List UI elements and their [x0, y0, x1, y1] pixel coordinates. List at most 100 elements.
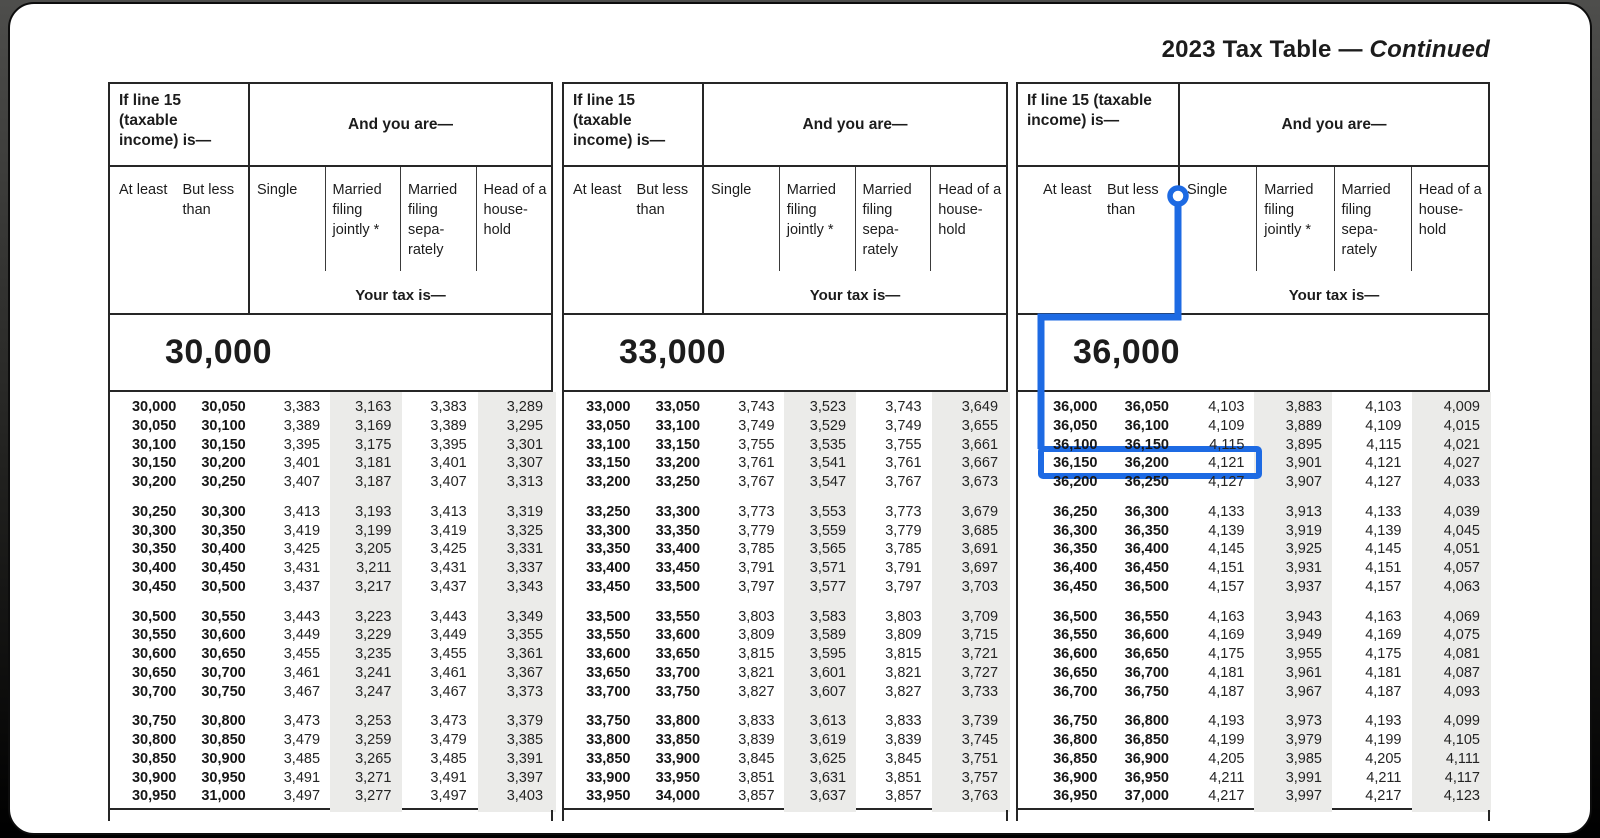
tax-cell: 3,919	[1285, 522, 1322, 539]
tax-cell: 3,743	[738, 399, 775, 415]
tax-cell: 4,163	[1365, 608, 1402, 625]
tax-panel-33000: If line 15 (taxable income) is— And you …	[562, 82, 1010, 812]
tax-cell: 4,009	[1443, 399, 1480, 415]
tax-cell: 36,650	[1124, 646, 1169, 662]
tax-table-row: 30,400 30,450 3,431 3,211 3,431 3,337	[110, 559, 551, 578]
tax-cell: 36,700	[1124, 664, 1169, 681]
tax-cell: 33,000	[586, 399, 631, 415]
tax-cell: 33,100	[655, 417, 701, 434]
tax-cell: 3,691	[961, 541, 999, 558]
tax-cell: 3,431	[430, 560, 467, 576]
tax-cell: 3,241	[355, 664, 392, 681]
tax-cell: 3,845	[738, 750, 775, 767]
tax-cell: 3,749	[738, 417, 775, 434]
tax-table-row: 30,450 30,500 3,437 3,217 3,437 3,343	[110, 578, 551, 597]
at-least-label: At least	[1043, 182, 1092, 198]
tax-table-row: 36,650 36,700 4,181 3,961 4,181 4,087	[1018, 664, 1488, 683]
tax-cell: 3,199	[355, 522, 392, 539]
tax-cell: 33,350	[655, 522, 701, 539]
tax-table-row: 30,150 30,200 3,401 3,181 3,401 3,307	[110, 454, 551, 473]
row-group: 33,750 33,800 3,833 3,613 3,833 3,739 33,800 33…	[564, 712, 1006, 806]
tax-cell: 3,631	[809, 769, 847, 786]
tax-cell: 3,733	[961, 683, 999, 700]
tax-cell: 30,550	[131, 627, 177, 644]
column-shading-head-of-household	[1412, 392, 1491, 812]
tax-cell: 3,743	[885, 399, 922, 415]
tax-cell: 3,247	[355, 683, 392, 700]
tax-table-row: 30,950 31,000 3,497 3,277 3,497 3,403	[110, 787, 551, 806]
tax-cell: 33,200	[586, 474, 631, 490]
tax-cell: 3,661	[961, 436, 999, 453]
tax-cell: 4,127	[1365, 474, 1402, 490]
tax-cell: 4,039	[1443, 503, 1480, 520]
tax-cell: 3,589	[809, 627, 847, 644]
tax-cell: 36,600	[1124, 627, 1169, 644]
tax-cell: 3,607	[809, 683, 847, 700]
tax-cell: 3,797	[738, 578, 775, 595]
tax-cell: 3,301	[506, 436, 544, 453]
tax-cell: 30,700	[201, 664, 246, 681]
tax-table-row: 36,950 37,000 4,217 3,997 4,217 4,123	[1018, 787, 1488, 806]
income-label: If line 15 (taxable income) is—	[564, 84, 704, 165]
tax-cell: 3,461	[283, 664, 321, 681]
tax-cell: 33,950	[655, 769, 701, 786]
title-continued: Continued	[1369, 36, 1490, 63]
tax-cell: 33,650	[655, 646, 701, 662]
tax-table-row: 36,700 36,750 4,187 3,967 4,187 4,093	[1018, 683, 1488, 702]
column-shading-married-jointly	[784, 392, 856, 812]
tax-cell: 3,703	[961, 578, 999, 595]
tax-cell: 36,100	[1053, 436, 1098, 453]
tax-cell: 36,500	[1053, 608, 1098, 625]
tax-cell: 3,443	[283, 608, 321, 625]
tax-cell: 30,050	[201, 399, 246, 415]
tax-cell: 4,199	[1365, 732, 1402, 748]
your-tax-is-label: Your tax is—	[1288, 287, 1380, 304]
tax-cell: 3,755	[885, 436, 922, 453]
tax-table-row: 36,050 36,100 4,109 3,889 4,109 4,015	[1018, 417, 1488, 436]
tax-cell: 3,815	[738, 646, 775, 662]
tax-cell: 3,265	[355, 750, 392, 767]
tax-cell: 3,827	[885, 683, 922, 700]
tax-cell: 4,105	[1443, 732, 1480, 748]
tax-cell: 33,150	[655, 436, 701, 453]
tax-cell: 3,739	[961, 713, 999, 730]
tax-cell: 30,300	[201, 503, 246, 520]
tax-cell: 3,337	[506, 560, 544, 576]
tax-cell: 3,491	[430, 769, 467, 786]
tax-cell: 3,325	[506, 522, 544, 539]
column-header-head-of-household: Head of a house-hold	[1410, 167, 1488, 271]
tax-cell: 30,350	[131, 541, 177, 558]
tax-cell: 30,450	[131, 578, 177, 595]
range-labels: At least But less than	[110, 167, 250, 313]
tax-cell: 30,100	[201, 417, 246, 434]
tax-cell: 3,991	[1285, 769, 1322, 786]
tax-cell: 3,845	[885, 750, 922, 767]
tax-table-row: 33,700 33,750 3,827 3,607 3,827 3,733	[564, 683, 1006, 702]
tax-cell: 3,389	[430, 417, 467, 434]
tax-cell: 33,600	[655, 627, 701, 644]
tax-cell: 3,673	[961, 474, 999, 490]
tax-cell: 4,139	[1365, 522, 1402, 539]
tax-cell: 3,583	[809, 608, 847, 625]
tax-cell: 3,455	[430, 646, 467, 662]
tax-cell: 3,839	[738, 732, 775, 748]
tax-cell: 3,809	[738, 627, 775, 644]
tax-cell: 3,595	[809, 646, 847, 662]
tax-table-row: 33,650 33,700 3,821 3,601 3,821 3,727	[564, 664, 1006, 683]
tax-panel-36000: If line 15 (taxable income) is— And you …	[1016, 82, 1491, 812]
tax-cell: 3,709	[961, 608, 999, 625]
tax-cell: 4,121	[1365, 455, 1402, 472]
next-band-edge	[562, 810, 1008, 821]
tax-table-row: 33,800 33,850 3,839 3,619 3,839 3,745	[564, 731, 1006, 750]
tax-cell: 33,800	[655, 713, 701, 730]
tax-cell: 3,425	[283, 541, 321, 558]
tax-cell: 4,157	[1365, 578, 1402, 595]
tax-cell: 3,235	[355, 646, 392, 662]
tax-cell: 3,559	[809, 522, 847, 539]
tax-cell: 36,750	[1124, 683, 1169, 700]
tax-cell: 36,200	[1053, 474, 1098, 490]
tax-cell: 3,331	[506, 541, 544, 558]
tax-cell: 3,779	[885, 522, 922, 539]
tax-table-row: 36,250 36,300 4,133 3,913 4,133 4,039	[1018, 503, 1488, 522]
tax-cell: 4,133	[1365, 503, 1402, 520]
